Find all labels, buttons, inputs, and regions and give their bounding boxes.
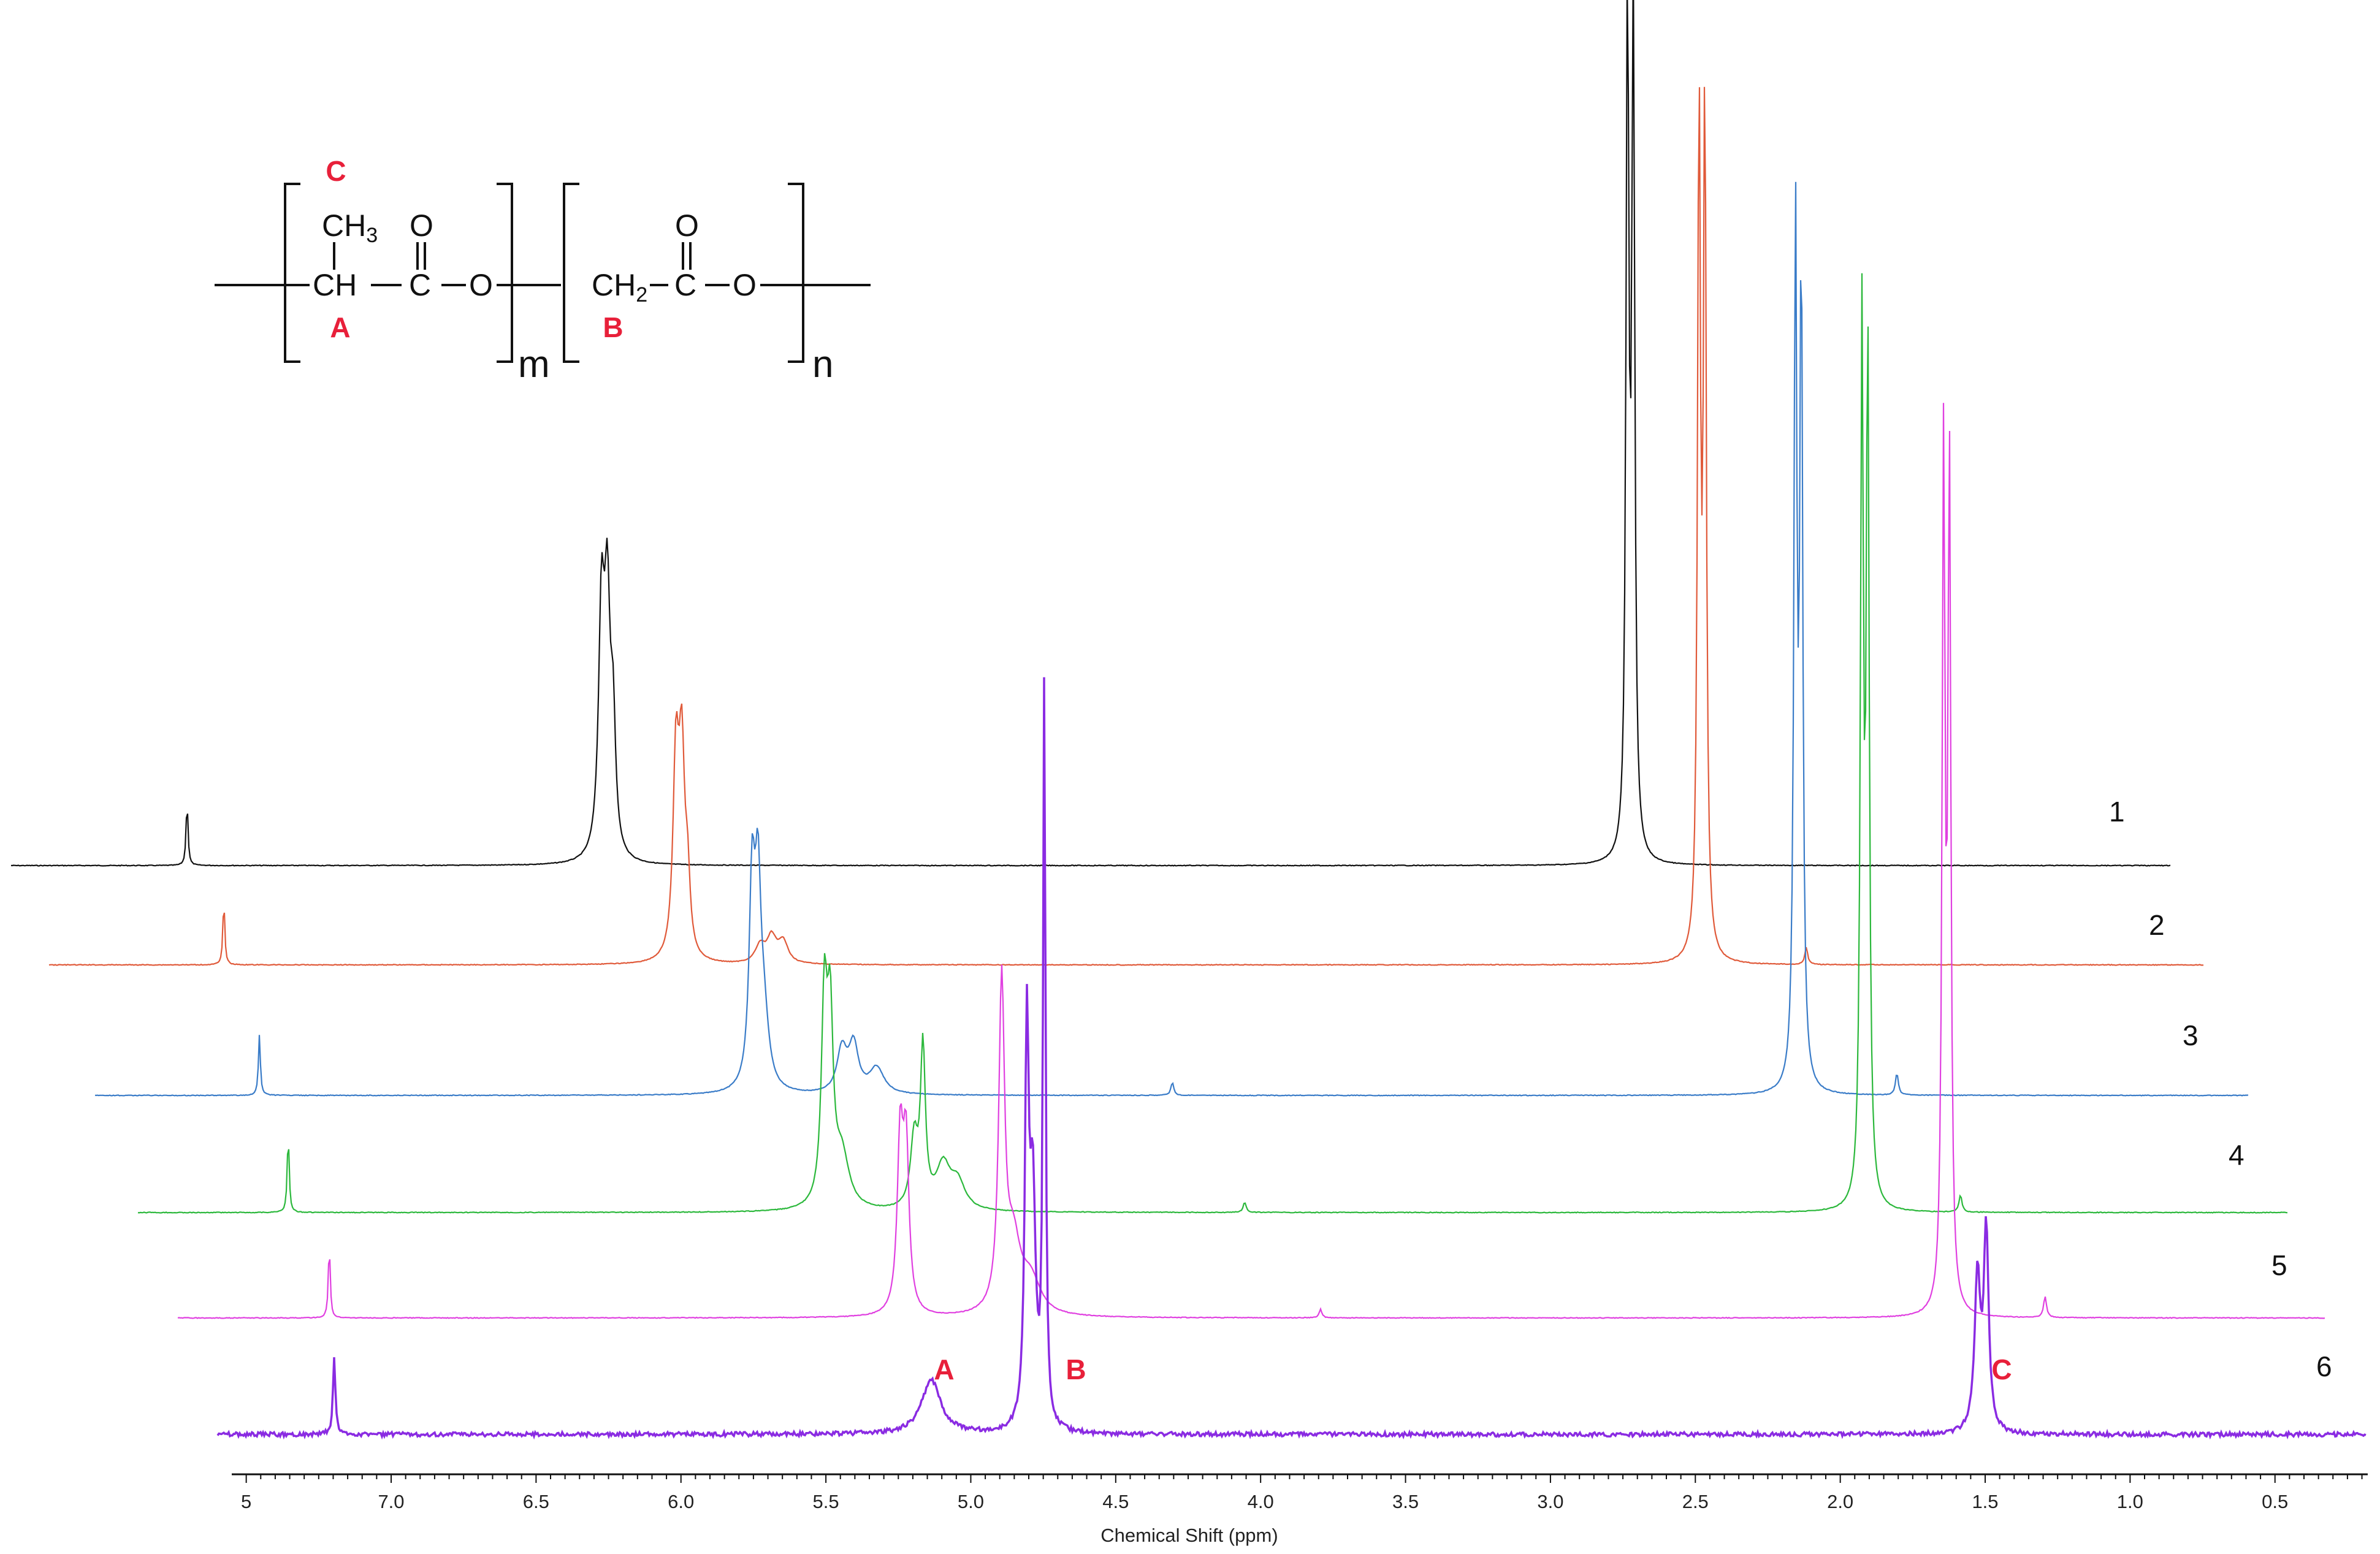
structure-labels: C A B (326, 155, 623, 343)
methine-group: CH (313, 268, 357, 302)
x-tick-label: 5.0 (958, 1491, 984, 1512)
spectrum-trace-5 (177, 403, 2325, 1319)
x-tick-label: 3.0 (1537, 1491, 1563, 1512)
trace-label-1: 1 (2109, 796, 2125, 828)
trace-labels: 1 2 3 4 5 6 (2109, 796, 2332, 1382)
peak-annotation-b: B (1066, 1354, 1086, 1385)
ester-oxygen-a: O (469, 268, 493, 302)
trace-label-4: 4 (2229, 1139, 2245, 1171)
x-tick-label-edge: 5 (241, 1491, 251, 1512)
methylene-group: CH2 (592, 268, 647, 307)
ester-oxygen-b: O (733, 268, 757, 302)
x-tick-label: 0.5 (2262, 1491, 2288, 1512)
trace-label-3: 3 (2183, 1019, 2199, 1051)
structure-label-b: B (603, 311, 623, 343)
structure-label-a: A (330, 311, 350, 343)
carbonyl-oxygen-b: O (675, 208, 699, 243)
x-tick-label: 4.0 (1248, 1491, 1274, 1512)
structure-label-c: C (326, 155, 346, 187)
bracket-a-left (284, 183, 300, 363)
bracket-b-left (563, 183, 579, 363)
bracket-b-right (788, 183, 804, 363)
x-axis-label: Chemical Shift (ppm) (1100, 1525, 1278, 1546)
spectrum-trace-4 (137, 273, 2288, 1214)
bracket-a-right (497, 183, 513, 363)
x-tick-label: 3.5 (1392, 1491, 1419, 1512)
spectrum-trace-3 (94, 181, 2249, 1097)
x-tick-label: 4.5 (1102, 1491, 1129, 1512)
spectrum-trace-6 (216, 677, 2367, 1440)
structure-text: CH3 CH C O O m CH2 C O O n (313, 208, 833, 386)
chemical-structure (215, 183, 871, 363)
x-tick-label: 2.0 (1827, 1491, 1853, 1512)
x-axis: 7.0 6.5 6.0 5.5 5.0 4.5 4.0 3.5 3.0 2.5 2.0 1.5 1.0 0… (232, 1473, 2368, 1512)
x-tick-label: 2.5 (1682, 1491, 1709, 1512)
x-tick-label: 1.0 (2117, 1491, 2143, 1512)
x-tick-label: 5.5 (813, 1491, 839, 1512)
spectra-traces (10, 0, 2367, 1440)
x-tick-label: 6.0 (668, 1491, 694, 1512)
trace-label-5: 5 (2271, 1249, 2287, 1281)
carbonyl-oxygen-a: O (410, 208, 433, 243)
x-tick-label: 6.5 (523, 1491, 549, 1512)
spectrum-trace-1 (10, 0, 2171, 867)
trace-label-2: 2 (2149, 909, 2165, 941)
spectrum-trace-2 (48, 86, 2204, 966)
peak-annotations: A B C (934, 1354, 2012, 1385)
carbonyl-carbon-b: C (674, 268, 696, 302)
peak-annotation-c: C (1991, 1354, 2012, 1385)
trace-label-6: 6 (2316, 1350, 2332, 1382)
carbonyl-carbon-a: C (409, 268, 431, 302)
peak-annotation-a: A (934, 1354, 954, 1385)
repeat-m: m (518, 343, 550, 386)
x-tick-label: 7.0 (378, 1491, 404, 1512)
x-tick-label: 1.5 (1972, 1491, 1998, 1512)
methyl-group: CH3 (322, 208, 378, 247)
repeat-n: n (812, 343, 833, 386)
